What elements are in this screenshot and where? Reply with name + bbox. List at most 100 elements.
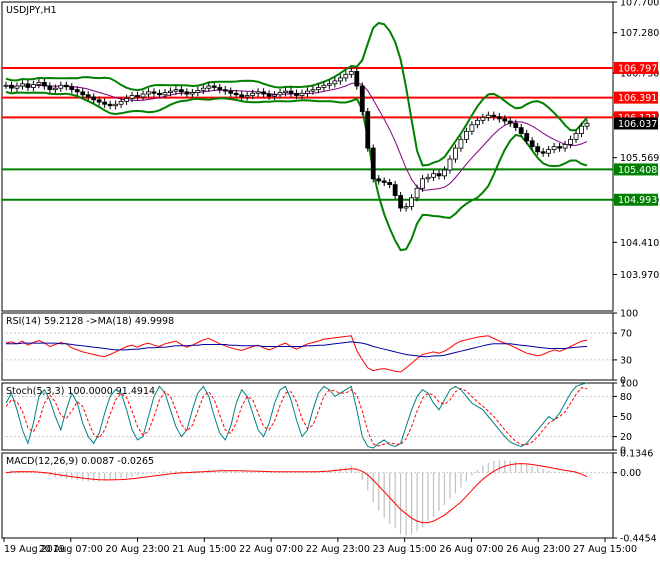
x-tick-label: 23 Aug 15:00 [373,544,437,555]
candle-body [474,119,480,126]
candle-body [184,91,190,95]
candle-body [47,85,53,91]
x-tick-label: 22 Aug 23:00 [306,544,370,555]
level-label-box [614,163,658,176]
candle-body [332,80,338,85]
series-line-rsi [5,335,588,373]
x-tick-label: 26 Aug 07:00 [439,544,503,555]
candle-body [25,83,31,88]
candle-body [74,89,80,93]
candle-body [135,95,140,98]
candle-body [524,133,530,142]
bollinger-lower-line [5,90,588,252]
candle-body [557,146,562,149]
current-price-label: 106.037 [618,119,657,130]
candle-body [211,85,217,88]
candle-body [217,87,223,91]
level-label: 106.797 [618,63,657,74]
candle-body [398,195,404,209]
candle-body [168,90,173,93]
candle-body [118,100,124,105]
y-tick-label-macd: 0.1346 [620,449,653,460]
candle-body [551,146,557,150]
candle-body [96,99,102,103]
candle-body [579,125,584,134]
candle-body [91,96,97,101]
candle-body [518,127,524,134]
candle-body [464,130,469,140]
candle-body [573,133,579,140]
y-tick-label-rsi: 70 [620,329,632,340]
candle-body [239,94,245,98]
macd-signal-line [5,463,588,524]
candle-body [69,86,75,91]
candle-body [58,84,64,89]
candle-body [568,138,573,145]
y-tick-label-stochastic: 20 [620,432,632,443]
y-tick-label-price: 104.410 [620,238,659,249]
candle-body [507,120,513,124]
y-tick-label-price: 105.569 [620,153,659,164]
candle-body [502,118,508,122]
candle-body [409,197,415,207]
candle-body [107,103,113,107]
y-tick-label-rsi: 0 [620,376,626,387]
candle-body [420,178,425,189]
series-line-stochastic [5,387,588,447]
panel-title-macd: MACD(12,26,9) 0.0087 -0.0265 [6,456,154,467]
candle-body [85,94,91,98]
x-tick-label: 20 Aug 23:00 [106,544,170,555]
candle-body [250,92,256,96]
y-tick-label-macd: 0.00 [620,468,641,479]
level-label: 106.391 [618,93,657,104]
candle-body [151,91,157,94]
candle-body [124,98,129,102]
level-label: 104.993 [618,195,657,206]
candle-body [233,92,239,96]
x-tick-label: 27 Aug 15:00 [573,544,637,555]
level-label: 105.408 [618,165,657,176]
candle-body [102,101,108,105]
candle-body [36,81,42,85]
candle-body [529,140,535,148]
candle-body [272,94,277,97]
candle-body [277,92,283,96]
candle-body [491,114,497,118]
candle-body [370,147,376,180]
candle-body [425,176,431,180]
y-tick-label-rsi: 100 [620,309,638,320]
candle-body [299,92,305,96]
candle-body [41,81,47,87]
candle-body [447,158,453,171]
series-line-stochastic [5,382,588,449]
candle-body [359,85,365,112]
candle-body [178,89,184,93]
candle-body [381,180,387,183]
candle-body [9,84,14,89]
candle-body [485,114,491,118]
candle-body [540,151,546,154]
series-line-rsi [6,341,588,358]
panel-title-stochastic: Stoch(5,3,3) 100.0000 91.4914 [6,386,155,397]
candle-body [255,91,261,94]
candle-body [337,77,343,82]
current-price-box [614,117,658,130]
candle-body [222,89,228,92]
y-tick-label-macd: -0.4454 [620,534,657,545]
candle-body [162,92,168,96]
candle-body [261,91,267,95]
panel-frame-macd [1,452,614,539]
candle-body [431,173,436,178]
candle-body [562,144,568,149]
candle-body [392,184,398,196]
candle-body [173,89,179,92]
candle-body [436,173,442,177]
x-tick-label: 22 Aug 07:00 [239,544,303,555]
candle-body [129,95,135,99]
candle-body [469,124,475,132]
candle-body [266,93,272,97]
candle-body [316,87,321,91]
candle-body [326,83,332,86]
panel-title-rsi: RSI(14) 59.2128 ->MA(18) 49.9998 [6,316,174,327]
